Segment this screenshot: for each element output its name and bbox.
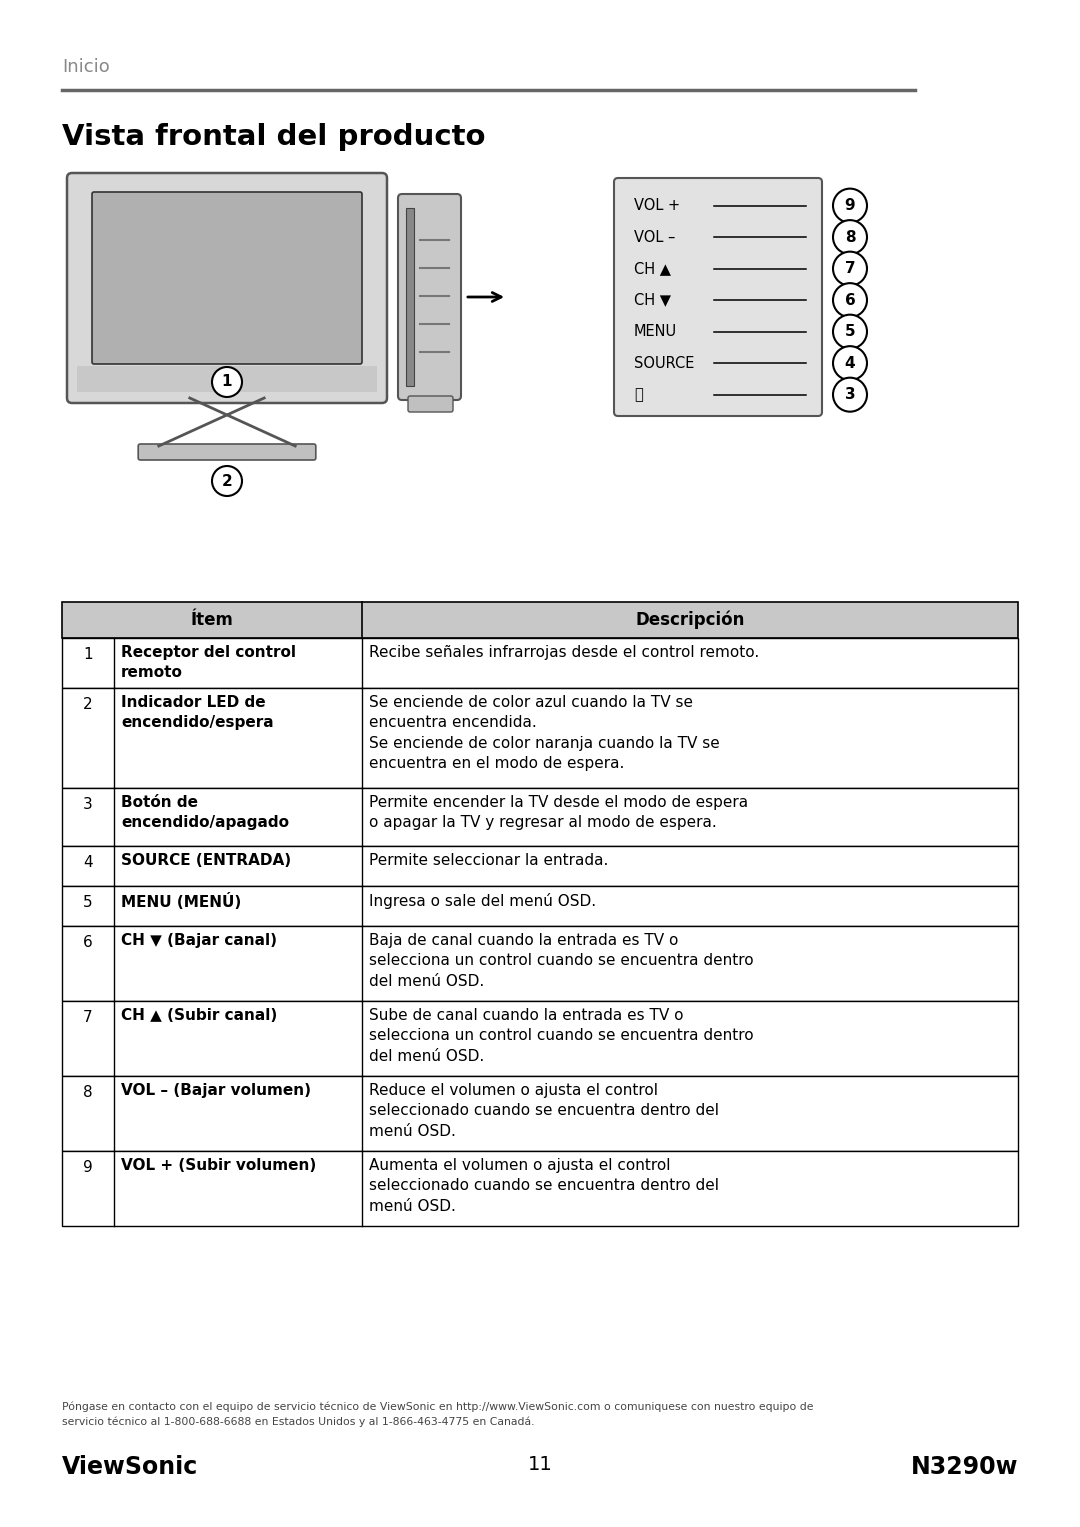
FancyArrowPatch shape: [468, 293, 501, 301]
Text: 3: 3: [845, 388, 855, 402]
Text: Aumenta el volumen o ajusta el control
seleccionado cuando se encuentra dentro d: Aumenta el volumen o ajusta el control s…: [369, 1157, 719, 1214]
Text: 4: 4: [845, 356, 855, 371]
Text: MENU (MENÚ): MENU (MENÚ): [121, 893, 241, 910]
Text: 9: 9: [845, 199, 855, 214]
Bar: [62, 689, 1018, 788]
Text: CH ▼ (Bajar canal): CH ▼ (Bajar canal): [121, 933, 276, 948]
FancyBboxPatch shape: [92, 192, 362, 363]
Text: Inicio: Inicio: [62, 58, 110, 76]
Text: 3: 3: [83, 797, 93, 812]
Text: 5: 5: [83, 895, 93, 910]
Text: Recibe señales infrarrojas desde el control remoto.: Recibe señales infrarrojas desde el cont…: [369, 644, 759, 660]
Text: Póngase en contacto con el equipo de servicio técnico de ViewSonic en http://www: Póngase en contacto con el equipo de ser…: [62, 1402, 813, 1428]
Bar: [62, 1151, 1018, 1226]
FancyBboxPatch shape: [408, 395, 453, 412]
FancyBboxPatch shape: [399, 194, 461, 400]
Text: 6: 6: [83, 935, 93, 950]
Text: 4: 4: [83, 855, 93, 870]
Circle shape: [833, 189, 867, 223]
Text: Botón de
encendido/apagado: Botón de encendido/apagado: [121, 796, 289, 831]
Bar: [62, 886, 1018, 925]
Text: VOL –: VOL –: [634, 229, 675, 244]
FancyBboxPatch shape: [67, 173, 387, 403]
Text: 11: 11: [528, 1455, 552, 1474]
Text: 1: 1: [221, 374, 232, 389]
Text: 2: 2: [83, 696, 93, 712]
Text: 7: 7: [83, 1009, 93, 1025]
Text: CH ▲: CH ▲: [634, 261, 671, 276]
Text: CH ▼: CH ▼: [634, 293, 671, 307]
Text: Vista frontal del producto: Vista frontal del producto: [62, 124, 486, 151]
Circle shape: [212, 466, 242, 496]
Bar: [62, 1002, 1018, 1077]
Bar: [406, 208, 414, 386]
Circle shape: [212, 366, 242, 397]
Text: SOURCE: SOURCE: [634, 356, 694, 371]
Text: VOL – (Bajar volumen): VOL – (Bajar volumen): [121, 1083, 311, 1098]
Text: N3290w: N3290w: [910, 1455, 1018, 1480]
FancyBboxPatch shape: [615, 179, 822, 415]
Bar: [62, 1077, 1018, 1151]
Text: Baja de canal cuando la entrada es TV o
selecciona un control cuando se encuentr: Baja de canal cuando la entrada es TV o …: [369, 933, 754, 989]
FancyBboxPatch shape: [138, 444, 315, 460]
Text: MENU: MENU: [634, 324, 677, 339]
Circle shape: [833, 315, 867, 348]
Text: Ingresa o sale del menú OSD.: Ingresa o sale del menú OSD.: [369, 893, 596, 909]
Text: Receptor del control
remoto: Receptor del control remoto: [121, 644, 296, 681]
Text: Reduce el volumen o ajusta el control
seleccionado cuando se encuentra dentro de: Reduce el volumen o ajusta el control se…: [369, 1083, 719, 1139]
Text: Sube de canal cuando la entrada es TV o
selecciona un control cuando se encuentr: Sube de canal cuando la entrada es TV o …: [369, 1008, 754, 1064]
Circle shape: [833, 220, 867, 253]
Text: 7: 7: [845, 261, 855, 276]
Text: Indicador LED de
encendido/espera: Indicador LED de encendido/espera: [121, 695, 273, 730]
Text: Ítem: Ítem: [190, 611, 233, 629]
Circle shape: [833, 252, 867, 286]
Bar: [62, 602, 1018, 638]
Text: Descripción: Descripción: [635, 611, 745, 629]
Text: 1: 1: [83, 647, 93, 663]
Text: ViewSonic: ViewSonic: [62, 1455, 199, 1480]
Bar: [62, 846, 1018, 886]
Circle shape: [833, 347, 867, 380]
Bar: [77, 366, 377, 392]
Text: Permite seleccionar la entrada.: Permite seleccionar la entrada.: [369, 854, 608, 867]
Circle shape: [833, 377, 867, 412]
Text: Permite encender la TV desde el modo de espera
o apagar la TV y regresar al modo: Permite encender la TV desde el modo de …: [369, 796, 748, 831]
Bar: [62, 788, 1018, 846]
Bar: [62, 638, 1018, 689]
Circle shape: [833, 282, 867, 318]
Bar: [62, 925, 1018, 1002]
Text: CH ▲ (Subir canal): CH ▲ (Subir canal): [121, 1008, 278, 1023]
Text: ⏻: ⏻: [634, 388, 643, 402]
Text: VOL + (Subir volumen): VOL + (Subir volumen): [121, 1157, 316, 1173]
Text: 8: 8: [845, 229, 855, 244]
Text: 9: 9: [83, 1161, 93, 1174]
Text: 2: 2: [221, 473, 232, 489]
Text: 5: 5: [845, 324, 855, 339]
Text: Se enciende de color azul cuando la TV se
encuentra encendida.
Se enciende de co: Se enciende de color azul cuando la TV s…: [369, 695, 719, 771]
Text: VOL +: VOL +: [634, 199, 680, 214]
Text: 8: 8: [83, 1086, 93, 1099]
Text: SOURCE (ENTRADA): SOURCE (ENTRADA): [121, 854, 292, 867]
Text: 6: 6: [845, 293, 855, 307]
